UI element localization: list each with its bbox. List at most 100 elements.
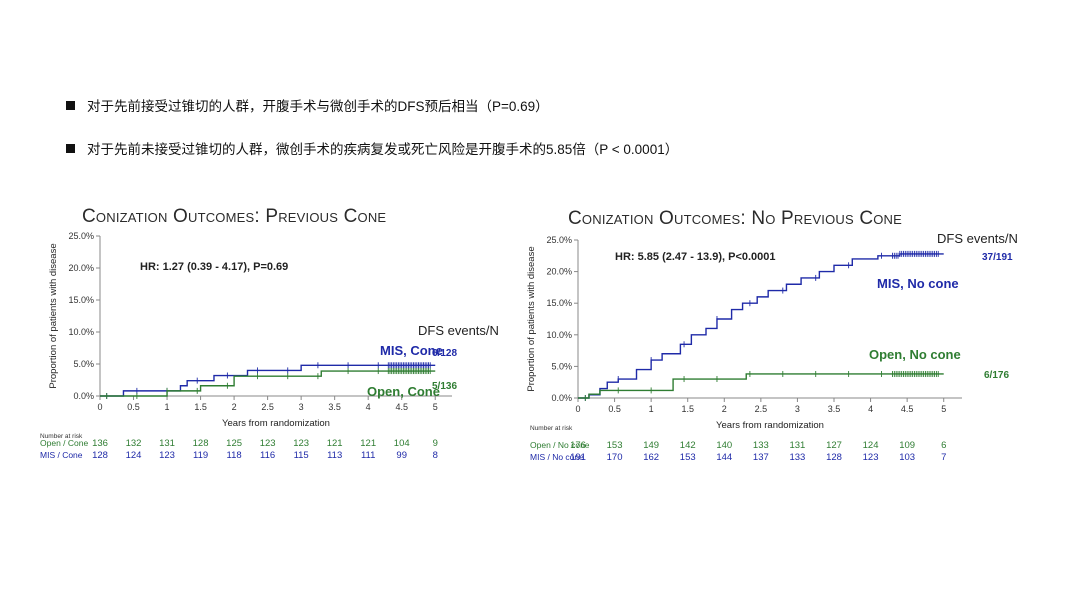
risk-row-value: 111	[361, 450, 375, 461]
risk-row-value: 113	[327, 450, 342, 461]
bullet-text: 对于先前未接受过锥切的人群，微创手术的疾病复发或死亡风险是开腹手术的5.85倍（…	[87, 142, 679, 157]
risk-row-value: 140	[716, 440, 732, 451]
risk-row-label: Open / Cone	[40, 438, 88, 448]
risk-row-value: 170	[607, 452, 623, 463]
series-event-count: 6/176	[984, 370, 1009, 381]
risk-row-value: 109	[899, 440, 915, 451]
series-event-count: 37/191	[982, 252, 1013, 263]
km-chart-previous-cone-svg: Conization Outcomes: Previous Cone 0.0% 5.…	[40, 206, 499, 461]
series-line	[100, 370, 436, 397]
risk-row-value: 127	[826, 440, 842, 451]
risk-row-value: 123	[159, 450, 175, 461]
y-tick-label: 0.0%	[551, 393, 572, 403]
km-chart-previous-cone: Conization Outcomes: Previous Cone 0.0% 5.…	[40, 200, 510, 480]
y-tick-label: 10.0%	[68, 327, 94, 337]
risk-row-value: 137	[753, 452, 769, 463]
series-label: Open, Cone	[367, 384, 440, 399]
x-tick-label: 5	[433, 402, 438, 412]
x-tick-label: 4	[366, 402, 371, 412]
series-label: MIS, No cone	[877, 276, 959, 291]
risk-row-value: 125	[226, 438, 242, 449]
x-tick-label: 4.5	[901, 404, 914, 414]
risk-row-value: 128	[826, 452, 842, 463]
risk-table-title: Number at risk	[40, 433, 83, 440]
risk-row-value: 133	[789, 452, 805, 463]
risk-row-value: 136	[92, 438, 108, 449]
chart-title: Conization Outcomes: No Previous Cone	[568, 208, 902, 229]
risk-row-label: MIS / Cone	[40, 450, 83, 460]
x-tick-label: 0	[575, 404, 580, 414]
risk-row-value: 118	[227, 450, 242, 461]
risk-row-value: 116	[260, 450, 275, 461]
bullet-square-icon	[66, 100, 75, 110]
y-axis-label: Proportion of patients with disease	[526, 246, 537, 391]
series-event-count: 6/128	[432, 348, 457, 359]
risk-row-value: 123	[293, 438, 309, 449]
x-tick-label: 4.5	[395, 402, 408, 412]
risk-table-title: Number at risk	[530, 425, 573, 432]
risk-row-value: 191	[570, 452, 586, 463]
y-tick-label: 15.0%	[68, 295, 94, 305]
risk-row-value: 144	[716, 452, 732, 463]
risk-row-label: Open / No cone	[530, 440, 590, 450]
risk-row-value: 176	[570, 440, 586, 451]
x-tick-label: 3.5	[328, 402, 341, 412]
series-label: MIS, Cone	[380, 343, 443, 358]
bullet-item: 对于先前接受过锥切的人群，开腹手术与微创手术的DFS预后相当（P=0.69）	[66, 92, 1026, 118]
risk-row-value: 103	[899, 452, 915, 463]
y-tick-label: 0.0%	[73, 391, 94, 401]
x-axis-label: Years from randomization	[222, 418, 330, 429]
series-line	[100, 364, 436, 397]
risk-row-value: 104	[394, 438, 410, 449]
hazard-ratio-annotation: HR: 1.27 (0.39 - 4.17), P=0.69	[140, 261, 288, 273]
x-tick-label: 1.5	[194, 402, 207, 412]
legend-title: DFS events/N	[937, 231, 1018, 246]
risk-row-value: 6	[941, 440, 946, 451]
x-tick-label: 0	[97, 402, 102, 412]
risk-row-value: 115	[294, 450, 309, 461]
x-tick-label: 1	[165, 402, 170, 412]
x-tick-label: 3	[299, 402, 304, 412]
risk-row-value: 123	[260, 438, 276, 449]
risk-row-value: 131	[159, 438, 175, 449]
x-tick-label: 2.5	[755, 404, 768, 414]
x-axis-label: Years from randomization	[716, 420, 824, 431]
y-tick-label: 20.0%	[68, 263, 94, 273]
km-chart-no-previous-cone-svg: Conization Outcomes: No Previous Cone 0.0…	[526, 208, 1018, 463]
risk-row-value: 162	[643, 452, 659, 463]
x-tick-label: 0.5	[127, 402, 140, 412]
risk-row-value: 99	[396, 450, 407, 461]
km-chart-no-previous-cone: Conization Outcomes: No Previous Cone 0.0…	[526, 200, 1050, 480]
risk-row-value: 132	[126, 438, 142, 449]
y-tick-label: 15.0%	[546, 298, 572, 308]
legend-title: DFS events/N	[418, 323, 499, 338]
risk-row-value: 133	[753, 440, 769, 451]
risk-row-value: 8	[433, 450, 438, 461]
x-tick-label: 3.5	[828, 404, 841, 414]
bullet-text: 对于先前接受过锥切的人群，开腹手术与微创手术的DFS预后相当（P=0.69）	[87, 99, 549, 114]
risk-row-value: 124	[863, 440, 879, 451]
series-event-count: 5/136	[432, 381, 457, 392]
x-tick-label: 1	[649, 404, 654, 414]
bullet-list: 对于先前接受过锥切的人群，开腹手术与微创手术的DFS预后相当（P=0.69） 对…	[66, 92, 1026, 178]
risk-row-label: MIS / No cone	[530, 452, 584, 462]
x-tick-label: 3	[795, 404, 800, 414]
y-axis-label: Proportion of patients with disease	[48, 243, 59, 388]
risk-row-value: 153	[607, 440, 623, 451]
y-tick-label: 25.0%	[546, 235, 572, 245]
chart-title: Conization Outcomes: Previous Cone	[82, 206, 386, 227]
risk-row-value: 142	[680, 440, 696, 451]
x-tick-label: 4	[868, 404, 873, 414]
risk-row-value: 131	[789, 440, 805, 451]
risk-row-value: 123	[863, 452, 879, 463]
x-tick-label: 2	[722, 404, 727, 414]
x-tick-label: 1.5	[681, 404, 694, 414]
risk-row-value: 121	[360, 438, 376, 449]
risk-row-value: 128	[92, 450, 108, 461]
risk-row-value: 9	[433, 438, 438, 449]
series-label: Open, No cone	[869, 347, 961, 362]
bullet-item: 对于先前未接受过锥切的人群，微创手术的疾病复发或死亡风险是开腹手术的5.85倍（…	[66, 135, 1026, 161]
y-tick-label: 5.0%	[551, 361, 572, 371]
x-tick-label: 2	[232, 402, 237, 412]
risk-row-value: 149	[643, 440, 659, 451]
